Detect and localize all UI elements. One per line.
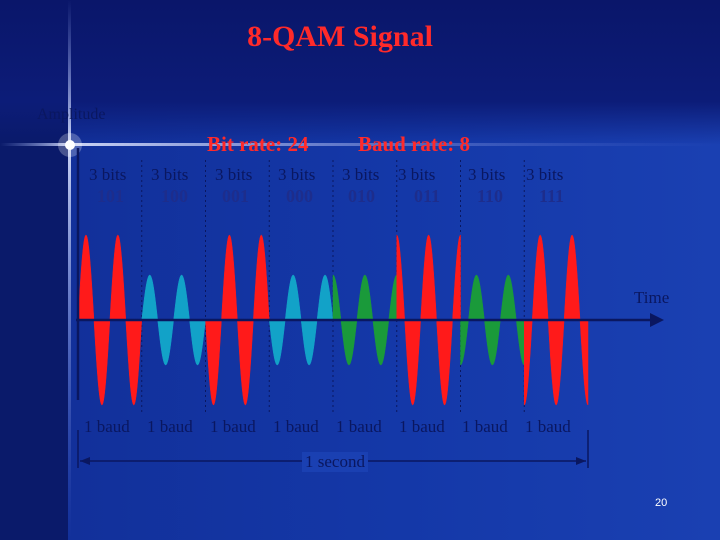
header-background <box>0 0 720 145</box>
baud-label-7: 1 baud <box>462 417 508 436</box>
time-axis-label: Time <box>634 288 670 307</box>
bits-value-1: 101 <box>97 186 124 206</box>
baud-label-8: 1 baud <box>525 417 571 436</box>
page-title: 8-QAM Signal <box>247 20 433 53</box>
bits-label-2: 3 bits <box>151 165 189 184</box>
duration-arrow-right <box>576 457 586 465</box>
baud-label-1: 1 baud <box>84 417 130 436</box>
bits-value-3: 001 <box>222 186 249 206</box>
bits-label-1: 3 bits <box>89 165 127 184</box>
bits-label-6: 3 bits <box>398 165 436 184</box>
bits-value-5: 010 <box>348 186 375 206</box>
bits-label-4: 3 bits <box>278 165 316 184</box>
baud-label-6: 1 baud <box>399 417 445 436</box>
time-axis-arrowhead <box>650 313 664 327</box>
baud-label-4: 1 baud <box>273 417 319 436</box>
duration-arrow-left <box>80 457 90 465</box>
baud-rate-label: Baud rate: 8 <box>358 132 470 156</box>
bits-label-7: 3 bits <box>468 165 506 184</box>
baud-label-5: 1 baud <box>336 417 382 436</box>
bits-label-5: 3 bits <box>342 165 380 184</box>
bits-value-2: 100 <box>161 186 188 206</box>
bits-value-7: 110 <box>477 186 504 206</box>
bit-rate-label: Bit rate: 24 <box>207 132 309 156</box>
bits-value-8: 111 <box>539 186 565 206</box>
bits-label-3: 3 bits <box>215 165 253 184</box>
amplitude-axis-label: Amplitude <box>37 106 106 123</box>
bits-value-4: 000 <box>286 186 313 206</box>
baud-label-3: 1 baud <box>210 417 256 436</box>
baud-label-2: 1 baud <box>147 417 193 436</box>
bits-label-8: 3 bits <box>526 165 564 184</box>
page-number: 20 <box>655 497 668 509</box>
duration-label: 1 second <box>302 452 368 472</box>
bits-value-6: 011 <box>414 186 441 206</box>
